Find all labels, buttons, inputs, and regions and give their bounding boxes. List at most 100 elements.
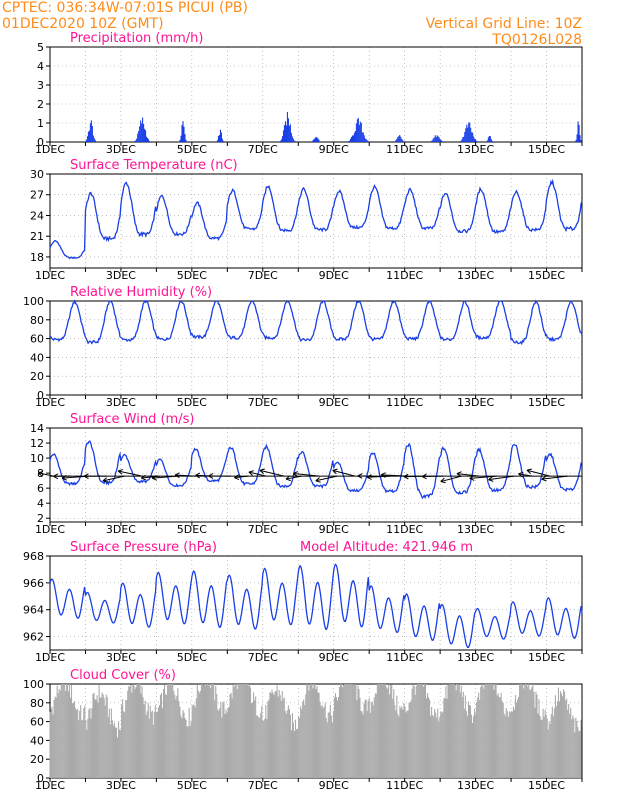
pressure-line — [49, 563, 583, 648]
wind-vector-arrow — [118, 470, 143, 477]
y-tick-label: 964 — [23, 604, 44, 617]
y-tick-label: 12 — [30, 437, 44, 450]
wind-vector-arrow — [285, 475, 302, 480]
panel-title: Surface Pressure (hPa) — [70, 540, 217, 555]
y-tick-label: 0 — [37, 772, 44, 785]
y-tick-label: 100 — [23, 295, 44, 308]
x-tick-label: 9DEC — [319, 523, 349, 536]
plot-frame — [49, 300, 583, 396]
x-tick-label: 15DEC — [528, 143, 565, 156]
x-tick-label: 15DEC — [528, 779, 565, 792]
wind-vector-arrow — [38, 472, 54, 477]
x-tick-label: 13DEC — [457, 269, 494, 282]
header-left-line2: 01DEC2020 10Z (GMT) — [2, 16, 164, 32]
wind-vector-head — [61, 474, 67, 481]
wind-vector-head — [518, 471, 524, 478]
wind-vector-head — [315, 477, 321, 483]
y-tick-label: 60 — [30, 716, 44, 729]
wind-vector-arrow — [440, 475, 462, 483]
y-tick-label: 40 — [30, 351, 44, 364]
wind-vector-head — [83, 473, 89, 480]
wind-vector-head — [541, 475, 547, 482]
y-tick-label: 3 — [37, 79, 44, 92]
y-tick-label: 0 — [37, 136, 44, 149]
wind-vector-head — [117, 469, 124, 475]
wind-vector-arrow — [488, 475, 515, 481]
x-tick-label: 7DEC — [248, 779, 278, 792]
wind-vector-arrow — [293, 473, 320, 477]
y-tick-label: 60 — [30, 333, 44, 346]
wind-vector-arrow — [259, 469, 285, 477]
y-tick-label: 24 — [30, 209, 44, 222]
wind-vector-head — [208, 473, 214, 479]
x-tick-label: 11DEC — [386, 143, 423, 156]
x-tick-label: 9DEC — [319, 269, 349, 282]
wind-vector-head — [332, 468, 338, 475]
wind-vector-head — [195, 472, 201, 479]
wind-vector-head — [403, 473, 409, 480]
y-tick-label: 2 — [37, 512, 44, 525]
x-tick-label: 15DEC — [528, 523, 565, 536]
x-tick-label: 11DEC — [386, 396, 423, 409]
x-tick-label: 13DEC — [457, 651, 494, 664]
header-right-line2: TQ0126L028 — [492, 32, 582, 48]
header-right-line1: Vertical Grid Line: 10Z — [425, 16, 582, 32]
header-left-line1: CPTEC: 036:34W-07:01S PICUI (PB) — [2, 0, 248, 16]
x-tick-label: 3DEC — [106, 651, 136, 664]
x-tick-label: 3DEC — [106, 143, 136, 156]
x-tick-label: 9DEC — [319, 651, 349, 664]
x-tick-label: 15DEC — [528, 651, 565, 664]
y-tick-label: 4 — [37, 60, 44, 73]
wind-vector-arrow — [248, 471, 267, 477]
wind-vector-arrow — [102, 475, 125, 482]
x-tick-label: 9DEC — [319, 779, 349, 792]
wind-vector-head — [151, 474, 157, 481]
x-tick-label: 9DEC — [319, 396, 349, 409]
x-tick-label: 7DEC — [248, 523, 278, 536]
wind-vector-head — [53, 473, 59, 480]
y-tick-label: 1 — [37, 117, 44, 130]
y-tick-label: 30 — [30, 168, 44, 181]
y-tick-label: 968 — [23, 550, 44, 563]
wind-vector-arrow — [332, 469, 356, 477]
x-tick-label: 5DEC — [177, 651, 207, 664]
plot-frame — [49, 46, 583, 143]
wind-vector-head — [357, 473, 363, 479]
wind-vector-head — [234, 474, 240, 481]
x-tick-label: 11DEC — [386, 651, 423, 664]
wind-vector-arrow — [152, 475, 178, 479]
panel-title: Surface Temperature (nC) — [70, 158, 238, 173]
wind-vector-head — [469, 475, 475, 481]
wind-vector-head — [141, 474, 147, 481]
x-tick-label: 7DEC — [248, 269, 278, 282]
x-tick-label: 11DEC — [386, 523, 423, 536]
wind-vector-head — [285, 475, 291, 482]
wind-vector-head — [440, 477, 446, 484]
wind-vector-head — [526, 468, 532, 475]
temperature-line — [49, 178, 583, 260]
panel-title: Surface Wind (m/s) — [70, 412, 194, 427]
x-tick-label: 13DEC — [457, 779, 494, 792]
wind-vector-head — [292, 471, 299, 477]
x-tick-label: 7DEC — [248, 651, 278, 664]
y-tick-label: 0 — [37, 389, 44, 402]
x-tick-label: 15DEC — [528, 396, 565, 409]
x-tick-label: 3DEC — [106, 396, 136, 409]
x-tick-label: 1DEC — [35, 779, 65, 792]
wind-vector-head — [248, 470, 254, 476]
wind-vector-head — [102, 477, 108, 483]
wind-vector-head — [488, 476, 494, 482]
panel-title: Cloud Cover (%) — [70, 668, 176, 683]
panel-annotation: Model Altitude: 421.946 m — [300, 540, 473, 555]
wind-vector-head — [421, 473, 427, 480]
x-tick-label: 13DEC — [457, 143, 494, 156]
y-tick-label: 962 — [23, 631, 44, 644]
x-tick-label: 1DEC — [35, 396, 65, 409]
wind-vector-arrow — [518, 473, 533, 477]
y-tick-label: 21 — [30, 230, 44, 243]
x-tick-label: 3DEC — [106, 779, 136, 792]
x-tick-label: 7DEC — [248, 143, 278, 156]
plot-frame — [49, 173, 583, 269]
y-tick-label: 5 — [37, 41, 44, 54]
